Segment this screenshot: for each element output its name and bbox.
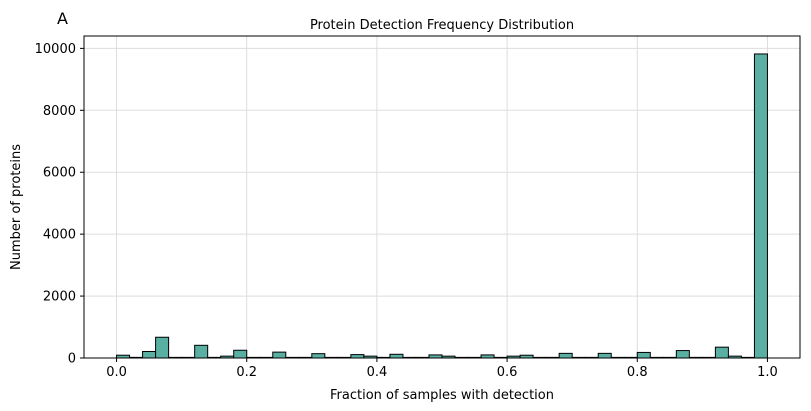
y-axis-label: Number of proteins [9, 144, 24, 270]
y-tick-label: 0 [68, 352, 76, 367]
histogram-bar [558, 352, 573, 359]
histogram-bar [389, 353, 404, 359]
plot-frame [83, 35, 801, 359]
x-axis-ticks: 0.0 0.2 0.4 0.6 0.8 1.0 [106, 358, 778, 380]
x-tick-label: 0.6 [497, 365, 518, 380]
histogram-bar [194, 344, 209, 359]
x-tick-label: 1.0 [757, 365, 778, 380]
histogram-bar [142, 350, 157, 359]
y-tick-label: 2000 [43, 290, 76, 305]
panel-label: A [57, 9, 68, 28]
histogram-bar [155, 336, 170, 359]
y-tick-label: 10000 [35, 42, 76, 57]
y-tick-label: 6000 [43, 166, 76, 181]
x-tick-label: 0.8 [627, 365, 648, 380]
histogram-bar [636, 351, 651, 359]
histogram-bar [675, 350, 690, 359]
histogram-bar [753, 53, 768, 359]
histogram-bar [233, 349, 248, 359]
histogram-bar [714, 346, 729, 359]
y-axis-ticks: 0 2000 4000 6000 8000 10000 [35, 42, 84, 367]
histogram-bar [311, 353, 326, 359]
histogram-bars [116, 53, 768, 359]
histogram-bar [350, 354, 365, 359]
x-axis-label: Fraction of samples with detection [330, 388, 554, 403]
x-tick-label: 0.4 [367, 365, 388, 380]
chart-title: Protein Detection Frequency Distribution [310, 18, 574, 33]
x-tick-label: 0.2 [236, 365, 257, 380]
grid-lines [84, 36, 800, 359]
histogram-bar [272, 351, 287, 359]
x-tick-label: 0.0 [106, 365, 127, 380]
histogram-bar [597, 352, 612, 359]
y-tick-label: 4000 [43, 228, 76, 243]
y-tick-label: 8000 [43, 104, 76, 119]
